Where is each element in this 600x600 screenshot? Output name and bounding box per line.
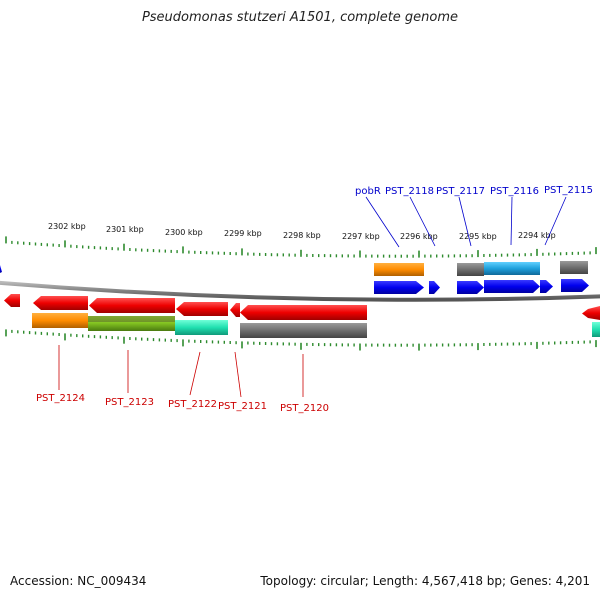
scale-label: 2298 kbp (283, 231, 321, 240)
gene-label[interactable]: PST_2124 (36, 393, 85, 404)
scale-label: 2302 kbp (48, 222, 86, 231)
cog-track-forward (374, 261, 588, 276)
gene-arrow-forward[interactable] (540, 280, 553, 293)
ticks-outer (5, 236, 597, 258)
scale-label: 2294 kbp (518, 231, 556, 240)
scale-label: 2296 kbp (400, 232, 438, 241)
leader-line (234, 351, 242, 398)
gene-arrow-forward[interactable] (429, 281, 440, 294)
gene-label[interactable]: PST_2116 (490, 186, 539, 197)
gene-label[interactable]: PST_2117 (436, 186, 485, 197)
gene-label[interactable]: PST_2121 (218, 401, 267, 412)
cog-box-gray[interactable] (457, 263, 484, 276)
cog-box-gray[interactable] (240, 323, 367, 338)
scale-label: 2295 kbp (459, 232, 497, 241)
cog-box-teal[interactable] (592, 322, 600, 337)
leader-line (189, 351, 201, 396)
cog-box-gray[interactable] (88, 316, 175, 322)
gene-arrow-reverse[interactable] (230, 303, 240, 317)
scale-label: 2299 kbp (224, 229, 262, 238)
scale-label: 2300 kbp (165, 228, 203, 237)
map-title: Pseudomonas stutzeri A1501, complete gen… (141, 10, 459, 25)
cog-box-orange[interactable] (32, 313, 88, 328)
scale-label: 2297 kbp (342, 232, 380, 241)
gene-arrow-forward[interactable] (457, 281, 484, 294)
gene-arrow-reverse[interactable] (89, 298, 175, 313)
gene-arrow-reverse[interactable] (4, 294, 20, 307)
reverse-genes (4, 294, 600, 320)
gene-arrow-reverse[interactable] (582, 306, 600, 320)
gene-arrow-forward[interactable] (374, 281, 424, 294)
cog-box-orange[interactable] (374, 263, 424, 276)
cog-box-cyan[interactable] (484, 262, 540, 275)
cog-box-gray[interactable] (560, 261, 588, 274)
ticks-inner (5, 329, 597, 351)
label-leaders-bottom (58, 345, 304, 398)
leader-line (458, 196, 472, 247)
gene-labels-bottom: PST_2124 PST_2123 PST_2122 PST_2121 PST_… (36, 393, 329, 414)
gene-arrow-reverse[interactable] (176, 302, 228, 316)
gene-label[interactable]: PST_2120 (280, 403, 329, 414)
genome-summary-text: Topology: circular; Length: 4,567,418 bp… (260, 574, 590, 588)
genome-backbone (0, 280, 600, 302)
gene-label[interactable]: PST_2122 (168, 399, 217, 410)
gene-label[interactable]: pobR (355, 186, 381, 197)
gene-labels-top: pobR PST_2118 PST_2117 PST_2116 PST_2115 (355, 185, 593, 197)
gene-arrow-reverse[interactable] (33, 296, 88, 310)
gene-arrow-forward[interactable] (484, 280, 540, 293)
gene-arrow-reverse[interactable] (240, 305, 367, 320)
gene-arrow-forward[interactable] (561, 279, 589, 292)
leader-line (510, 196, 513, 246)
cog-track-reverse (32, 313, 600, 338)
leader-line (409, 196, 436, 247)
accession-text: Accession: NC_009434 (10, 574, 147, 588)
leader-line (365, 196, 400, 248)
gene-arrow-forward[interactable] (0, 265, 2, 273)
cog-box-teal[interactable] (175, 320, 228, 335)
label-leaders-top (365, 196, 567, 248)
gene-label[interactable]: PST_2123 (105, 397, 154, 408)
forward-genes (0, 265, 589, 294)
scale-labels: 2302 kbp 2301 kbp 2300 kbp 2299 kbp 2298… (48, 222, 556, 241)
gene-label[interactable]: PST_2115 (544, 185, 593, 196)
leader-line (544, 196, 567, 246)
scale-label: 2301 kbp (106, 225, 144, 234)
gene-label[interactable]: PST_2118 (385, 186, 434, 197)
